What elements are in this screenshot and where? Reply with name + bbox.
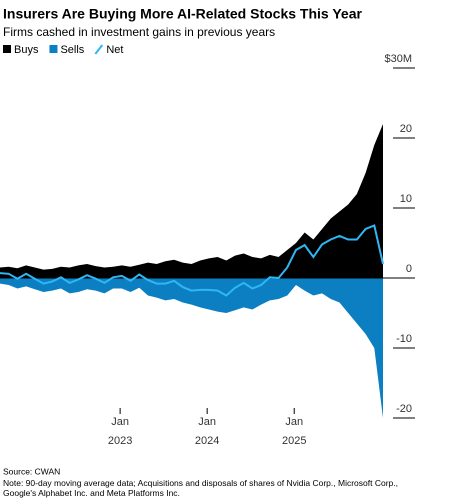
area bbox=[0, 278, 383, 418]
legend-swatch bbox=[94, 44, 104, 55]
legend-swatch bbox=[49, 45, 58, 53]
y-tick-label: 20 bbox=[400, 123, 412, 135]
x-tick-year: 2023 bbox=[108, 435, 132, 447]
legend-label: Buys bbox=[14, 44, 39, 56]
x-tick-label: Jan bbox=[198, 416, 216, 428]
note-box: Note: 90-day moving average data; Acquis… bbox=[3, 478, 398, 498]
legend-label: Net bbox=[106, 44, 123, 56]
legend-swatch bbox=[3, 45, 11, 53]
y-tick-label: 0 bbox=[406, 263, 412, 275]
y-tick-label: $30M bbox=[384, 53, 412, 65]
area bbox=[0, 124, 383, 278]
line bbox=[0, 224, 384, 297]
x-tick-year: 2025 bbox=[282, 435, 306, 447]
chart-subtitle: Firms cashed in investment gains in prev… bbox=[3, 25, 275, 39]
y-tick-label: -20 bbox=[396, 403, 412, 415]
x-tick-label: Jan bbox=[111, 416, 129, 428]
x-tick-year: 2024 bbox=[195, 435, 219, 447]
y-tick-label: 10 bbox=[400, 193, 412, 205]
y-tick-label: -10 bbox=[396, 333, 412, 345]
x-tick-label: Jan bbox=[285, 416, 303, 428]
legend-label: Sells bbox=[60, 44, 84, 56]
source: Source: CWAN bbox=[3, 466, 60, 476]
chart-title: Insurers Are Buying More AI-Related Stoc… bbox=[3, 6, 362, 22]
note: Note: 90-day moving average data; Acquis… bbox=[3, 478, 398, 498]
